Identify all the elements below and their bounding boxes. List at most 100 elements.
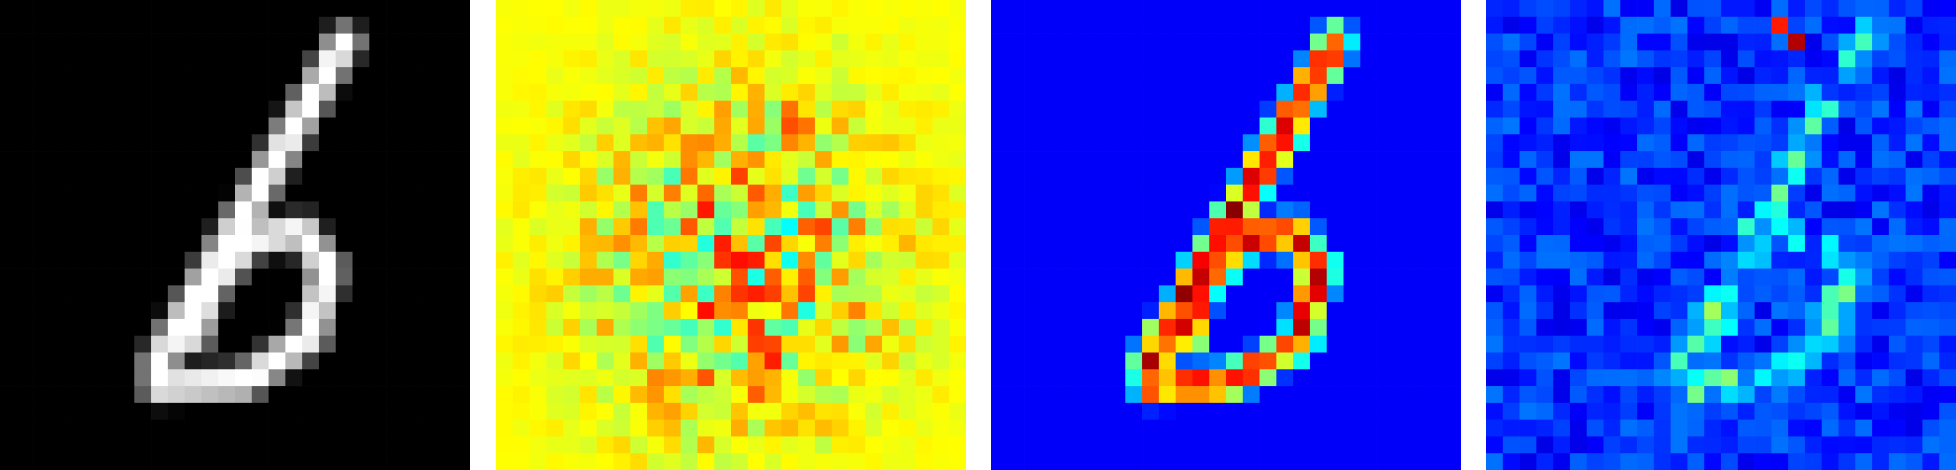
pixel-cell <box>67 218 85 236</box>
pixel-cell <box>848 302 866 320</box>
pixel-cell <box>1293 285 1311 303</box>
pixel-cell <box>529 50 547 68</box>
pixel-cell <box>100 335 118 353</box>
pixel-cell <box>1804 369 1823 387</box>
pixel-cell <box>1821 218 1839 236</box>
pixel-cell <box>268 151 286 169</box>
pixel-cell <box>436 402 454 420</box>
pixel-cell <box>1058 419 1076 437</box>
pixel-cell <box>1410 268 1428 286</box>
pixel-cell <box>1821 67 1839 85</box>
pixel-cell <box>1125 0 1143 18</box>
pixel-cell <box>67 201 85 219</box>
pixel-cell <box>596 16 614 34</box>
pixel-cell <box>1804 33 1823 51</box>
pixel-cell <box>731 369 749 387</box>
pixel-cell <box>1074 335 1093 353</box>
pixel-cell <box>1091 16 1109 34</box>
pixel-cell <box>932 386 950 404</box>
pixel-cell <box>512 335 530 353</box>
pixel-cell <box>1226 0 1244 18</box>
pixel-cell <box>1486 50 1504 68</box>
pixel-cell <box>1360 386 1378 404</box>
pixel-cell <box>117 16 135 34</box>
pixel-cell <box>680 285 698 303</box>
pixel-cell <box>453 151 470 169</box>
pixel-cell <box>613 83 631 102</box>
pixel-cell <box>1788 117 1806 135</box>
pixel-cell <box>1486 335 1504 353</box>
pixel-cell <box>814 318 833 337</box>
pixel-cell <box>1553 268 1571 286</box>
pixel-cell <box>16 100 34 118</box>
pixel-cell <box>1653 0 1671 18</box>
pixel-cell <box>1142 352 1160 370</box>
pixel-cell <box>1637 235 1655 253</box>
pixel-cell <box>1804 167 1823 185</box>
pixel-cell <box>318 285 337 303</box>
pixel-cell <box>335 33 353 51</box>
pixel-cell <box>335 402 353 420</box>
pixel-cell <box>546 167 564 185</box>
pixel-cell <box>781 285 799 303</box>
pixel-cell <box>1125 50 1143 68</box>
pixel-cell <box>1939 235 1956 253</box>
pixel-cell <box>747 0 765 18</box>
pixel-cell <box>882 268 900 286</box>
pixel-cell <box>831 453 849 470</box>
pixel-cell <box>218 352 236 370</box>
pixel-cell <box>1242 302 1260 320</box>
pixel-cell <box>302 318 320 337</box>
pixel-cell <box>100 369 118 387</box>
pixel-cell <box>1108 318 1126 337</box>
pixel-cell <box>1771 16 1789 34</box>
pixel-cell <box>1158 33 1176 51</box>
pixel-cell <box>1276 235 1294 253</box>
pixel-cell <box>747 134 765 152</box>
pixel-cell <box>1687 251 1705 269</box>
pixel-cell <box>402 50 420 68</box>
pixel-cell <box>1427 201 1445 219</box>
pixel-cell <box>1326 0 1344 18</box>
pixel-cell <box>251 251 269 269</box>
pixel-cell <box>563 184 581 202</box>
pixel-cell <box>1687 67 1705 85</box>
pixel-cell <box>798 235 816 253</box>
pixel-cell <box>1276 134 1294 152</box>
pixel-cell <box>1142 201 1160 219</box>
pixel-cell <box>1569 167 1588 185</box>
pixel-cell <box>83 335 102 353</box>
pixel-cell <box>1024 268 1042 286</box>
pixel-cell <box>546 235 564 253</box>
pixel-cell <box>1007 335 1025 353</box>
pixel-cell <box>546 0 564 18</box>
pixel-cell <box>1704 67 1722 85</box>
pixel-cell <box>1502 369 1520 387</box>
pixel-cell <box>151 318 169 337</box>
pixel-cell <box>1922 100 1940 118</box>
pixel-cell <box>285 268 303 286</box>
pixel-cell <box>1704 402 1722 420</box>
pixel-cell <box>1905 151 1923 169</box>
pixel-cell <box>1444 117 1461 135</box>
pixel-cell <box>814 285 833 303</box>
pixel-cell <box>512 134 530 152</box>
pixel-cell <box>218 251 236 269</box>
pixel-cell <box>402 402 420 420</box>
pixel-cell <box>1360 167 1378 185</box>
pixel-cell <box>1486 318 1504 337</box>
pixel-cell <box>613 167 631 185</box>
pixel-cell <box>100 453 118 470</box>
pixel-cell <box>915 285 933 303</box>
pixel-cell <box>764 33 782 51</box>
pixel-cell <box>1502 453 1520 470</box>
pixel-cell <box>0 16 18 34</box>
pixel-cell <box>1410 419 1428 437</box>
pixel-cell <box>83 419 102 437</box>
pixel-cell <box>1444 436 1461 454</box>
pixel-cell <box>898 268 916 286</box>
pixel-cell <box>0 335 18 353</box>
pixel-cell <box>496 67 514 85</box>
pixel-cell <box>285 33 303 51</box>
pixel-cell <box>1502 335 1520 353</box>
